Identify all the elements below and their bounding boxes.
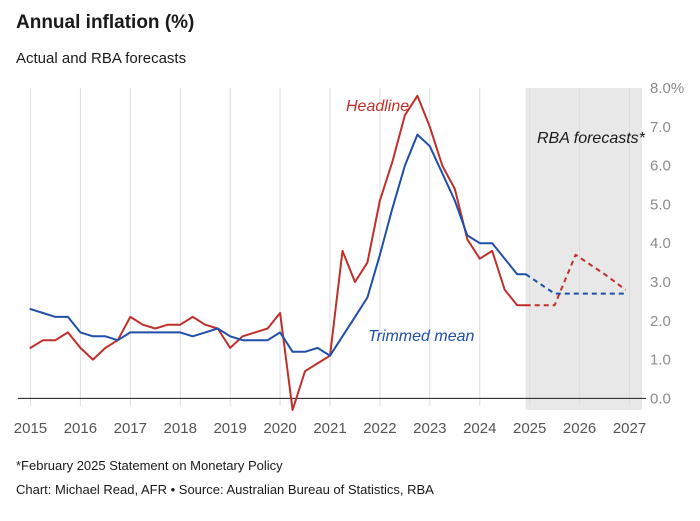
y-tick-label: 8.0% (650, 80, 684, 97)
x-tick-label: 2019 (213, 420, 246, 437)
y-axis-ticks: 0.0 1.0 2.0 3.0 4.0 5.0 6.0 7.0 8.0% (650, 80, 684, 407)
x-tick-label: 2027 (613, 420, 646, 437)
source-credit: Chart: Michael Read, AFR • Source: Austr… (16, 482, 434, 497)
trimmed-mean-line (29, 133, 527, 357)
trimmed-mean-series-label: Trimmed mean (368, 328, 474, 345)
x-tick-label: 2018 (164, 420, 197, 437)
chart-subtitle: Actual and RBA forecasts (16, 50, 187, 67)
x-tick-label: 2020 (263, 420, 296, 437)
x-tick-label: 2016 (64, 420, 97, 437)
forecast-region-label: RBA forecasts* (537, 130, 646, 147)
y-tick-label: 2.0 (650, 313, 671, 330)
headline-forecast-line (525, 253, 627, 307)
x-tick-label: 2017 (114, 420, 147, 437)
x-tick-label: 2024 (463, 420, 496, 437)
trimmed-mean-forecast-line (525, 273, 626, 295)
x-tick-label: 2021 (313, 420, 346, 437)
x-tick-label: 2025 (513, 420, 546, 437)
x-tick-label: 2022 (363, 420, 396, 437)
headline-series-label: Headline (346, 98, 409, 115)
footnote: *February 2025 Statement on Monetary Pol… (16, 458, 283, 473)
y-tick-label: 3.0 (650, 274, 671, 291)
y-tick-label: 7.0 (650, 119, 671, 136)
x-tick-label: 2015 (14, 420, 47, 437)
y-tick-label: 1.0 (650, 352, 671, 369)
x-tick-label: 2026 (563, 420, 596, 437)
x-axis-ticks: 2015 2016 2017 2018 2019 2020 2021 2022 2023 2024… (14, 420, 646, 437)
forecast-shaded-region (525, 88, 642, 410)
x-tick-label: 2023 (413, 420, 446, 437)
y-tick-label: 6.0 (650, 158, 671, 175)
y-tick-label: 0.0 (650, 390, 671, 407)
vertical-gridlines (29, 88, 631, 406)
headline-line (29, 94, 527, 411)
y-tick-label: 5.0 (650, 196, 671, 213)
y-tick-label: 4.0 (650, 235, 671, 252)
chart-title: Annual inflation (%) (16, 12, 195, 33)
series-lines (29, 94, 627, 411)
